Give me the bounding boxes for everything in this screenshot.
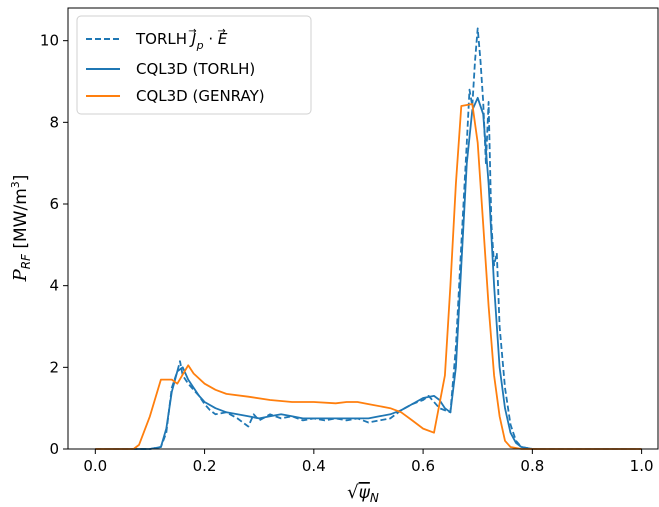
x-tick-label: 1.0 (630, 457, 654, 475)
x-tick-label: 0.0 (83, 457, 107, 475)
y-axis-label: PRF [MW/m3] (9, 175, 33, 283)
legend-entry-torlh-jp-e: TORLH J→p · E→ (135, 26, 228, 52)
plot-area (67, 7, 659, 450)
y-tick-label: 8 (49, 113, 59, 131)
plot-frame (67, 7, 659, 450)
series-line-1 (95, 96, 642, 450)
y-axis-label-text: PRF [MW/m3] (9, 175, 33, 283)
y-tick-label: 10 (40, 32, 59, 50)
legend: TORLH J→p · E→ CQL3D (TORLH) CQL3D (GENR… (76, 15, 312, 115)
x-axis-label: √ψN (347, 482, 379, 505)
x-axis-label-text: √ψN (347, 482, 379, 505)
series-layer (95, 27, 642, 450)
x-tick-label: 0.8 (520, 457, 544, 475)
x-tick-label: 0.4 (302, 457, 326, 475)
y-tick-label: 2 (49, 358, 59, 376)
series-line-2 (95, 103, 642, 450)
legend-entry-cql3d-genray: CQL3D (GENRAY) (136, 87, 265, 105)
y-tick-label: 6 (49, 195, 59, 213)
y-axis-ticks: 0 2 4 6 8 10 (40, 32, 68, 458)
legend-box (76, 15, 312, 115)
y-tick-label: 0 (49, 440, 59, 458)
x-tick-label: 0.6 (411, 457, 435, 475)
y-tick-label: 4 (49, 277, 59, 295)
legend-entry-cql3d-torlh: CQL3D (TORLH) (136, 60, 255, 78)
x-tick-label: 0.2 (193, 457, 217, 475)
x-axis-ticks: 0.0 0.2 0.4 0.6 0.8 1.0 (83, 449, 654, 475)
